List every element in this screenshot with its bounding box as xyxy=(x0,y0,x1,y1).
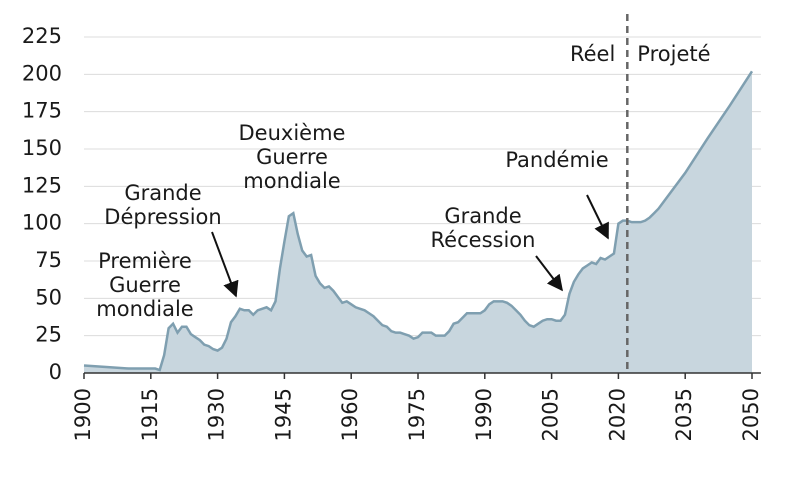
x-tick-label: 2020 xyxy=(605,388,629,441)
arrow xyxy=(535,255,563,292)
area-fill xyxy=(84,71,752,373)
x-tick-label: 1990 xyxy=(472,388,496,441)
y-tick-label: 125 xyxy=(22,173,62,197)
x-tick-label: 2050 xyxy=(739,388,763,441)
x-tick-label: 1900 xyxy=(71,388,95,441)
annotation: Deuxième xyxy=(239,121,346,145)
x-tick-label: 2035 xyxy=(672,388,696,441)
grid xyxy=(83,36,761,379)
annotation: Dépression xyxy=(104,205,221,229)
labels: 0 25 50 75 100 125 150 175 200 225 1900 1915 1930 194… xyxy=(22,24,763,441)
arrow xyxy=(211,231,239,298)
annotation: Grande xyxy=(444,204,521,228)
x-tick-label: 1960 xyxy=(338,388,362,441)
y-tick-label: 25 xyxy=(35,323,62,347)
annotation: mondiale xyxy=(243,169,340,193)
annotation: Guerre xyxy=(256,145,328,169)
annotation: Première xyxy=(98,249,192,273)
x-tick-label: 1945 xyxy=(271,388,295,441)
x-tick-label: 1975 xyxy=(405,388,429,441)
arrow xyxy=(586,194,609,240)
annotation: Guerre xyxy=(109,273,181,297)
arrows xyxy=(211,194,609,298)
y-tick-label: 150 xyxy=(22,136,62,160)
annotation: Récession xyxy=(431,228,536,252)
y-tick-label: 0 xyxy=(49,360,62,384)
y-tick-label: 75 xyxy=(35,248,62,272)
area-line xyxy=(83,70,754,372)
plot xyxy=(83,14,761,374)
annotation: Pandémie xyxy=(505,148,608,172)
annotation: Grande xyxy=(124,181,201,205)
x-tick-label: 1915 xyxy=(138,388,162,441)
divider-label: Projeté xyxy=(637,42,710,66)
x-tick-label: 2005 xyxy=(539,388,563,441)
annotation: mondiale xyxy=(96,297,193,321)
y-tick-label: 225 xyxy=(22,24,62,48)
y-tick-label: 50 xyxy=(35,285,62,309)
divider-label: Réel xyxy=(570,42,615,66)
y-tick-label: 100 xyxy=(22,211,62,235)
x-tick-label: 1930 xyxy=(205,388,229,441)
y-tick-label: 175 xyxy=(22,99,62,123)
y-tick-label: 200 xyxy=(22,61,62,85)
